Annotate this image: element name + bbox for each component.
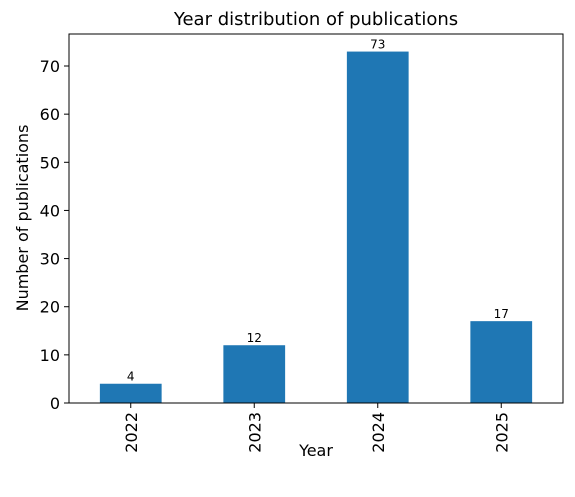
x-tick-label-2022: 2022 [122, 412, 141, 453]
y-tick-label-60: 60 [40, 105, 60, 124]
chart-title: Year distribution of publications [173, 9, 458, 30]
bar-2024 [346, 51, 409, 403]
bar-2025 [470, 321, 533, 403]
y-tick-label-20: 20 [40, 298, 60, 317]
y-tick-label-70: 70 [40, 57, 60, 76]
y-axis-label: Number of publications [13, 125, 32, 312]
y-tick-label-50: 50 [40, 153, 60, 172]
y-tick-label-10: 10 [40, 346, 60, 365]
x-tick-label-2023: 2023 [245, 412, 264, 453]
plot-frame [68, 33, 564, 404]
bars-group [99, 51, 533, 403]
x-tick-label-2024: 2024 [369, 412, 388, 453]
bar-value-label-2024: 73 [370, 38, 385, 52]
bar-value-label-2022: 4 [127, 370, 135, 384]
y-tick-label-30: 30 [40, 250, 60, 269]
bar-value-label-2025: 17 [494, 307, 509, 321]
bar-2022 [99, 383, 162, 403]
bar-value-label-2023: 12 [247, 331, 262, 345]
x-axis-label: Year [298, 441, 333, 460]
bar-labels-group: 4 12 73 17 [127, 38, 509, 384]
y-tick-label-0: 0 [50, 394, 60, 413]
x-tick-label-2025: 2025 [492, 412, 511, 453]
y-tick-label-40: 40 [40, 201, 60, 220]
y-axis: 0 10 20 30 40 50 60 70 [40, 57, 69, 413]
x-axis: 2022 2023 2024 2025 [122, 403, 511, 453]
bar-2023 [223, 345, 286, 403]
